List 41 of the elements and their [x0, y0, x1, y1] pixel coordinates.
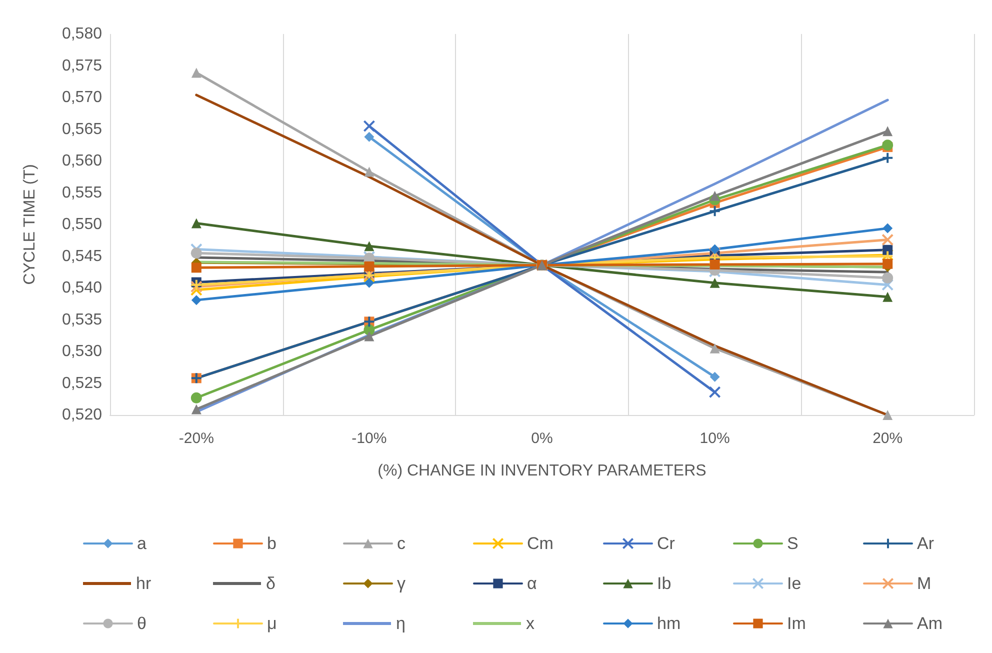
y-tick-label: 0,525	[62, 374, 102, 392]
legend-label: μ	[267, 614, 277, 633]
y-tick-label: 0,570	[62, 89, 102, 106]
y-tick-label: 0,555	[62, 184, 102, 202]
legend-label: η	[396, 614, 406, 633]
legend-label: Im	[787, 614, 806, 633]
legend-label: S	[787, 534, 798, 553]
legend-label: c	[397, 534, 406, 553]
legend-label: M	[917, 574, 932, 593]
y-tick-label: 0,535	[62, 311, 102, 328]
legend-label: hm	[657, 614, 681, 633]
x-tick-label: 10%	[700, 430, 730, 447]
x-tick-label: 20%	[872, 430, 903, 447]
y-tick-label: 0,545	[62, 248, 102, 265]
x-axis-title: (%) CHANGE IN INVENTORY PARAMETERS	[378, 462, 706, 480]
legend-label: b	[267, 534, 276, 553]
y-tick-label: 0,565	[62, 120, 102, 138]
legend-label: δ	[266, 574, 276, 593]
x-tick-label: -10%	[352, 430, 387, 447]
y-tick-label: 0,550	[62, 216, 102, 233]
legend-label: Ar	[917, 534, 934, 553]
legend-label: Am	[917, 614, 942, 633]
legend-label: a	[137, 534, 147, 553]
legend-label: hr	[136, 574, 152, 593]
legend-label: α	[527, 574, 537, 593]
y-tick-label: 0,520	[62, 406, 102, 424]
y-tick-label: 0,540	[62, 280, 102, 296]
x-tick-label: 0%	[531, 430, 553, 447]
legend-label: Cr	[657, 534, 676, 553]
y-tick-label: 0,560	[62, 152, 102, 170]
y-tick-label: 0,530	[62, 343, 102, 360]
legend-label: Cm	[527, 534, 554, 553]
legend-label: x	[526, 614, 535, 633]
y-tick-label: 0,580	[62, 26, 102, 42]
y-axis-title: CYCLE TIME (T)	[22, 164, 38, 285]
y-tick-label: 0,575	[62, 57, 102, 74]
legend-label: Ib	[657, 574, 672, 593]
x-tick-label: -20%	[178, 430, 214, 447]
legend-label: γ	[397, 574, 406, 593]
legend-label: θ	[137, 614, 146, 633]
legend-label: Ie	[787, 574, 802, 593]
